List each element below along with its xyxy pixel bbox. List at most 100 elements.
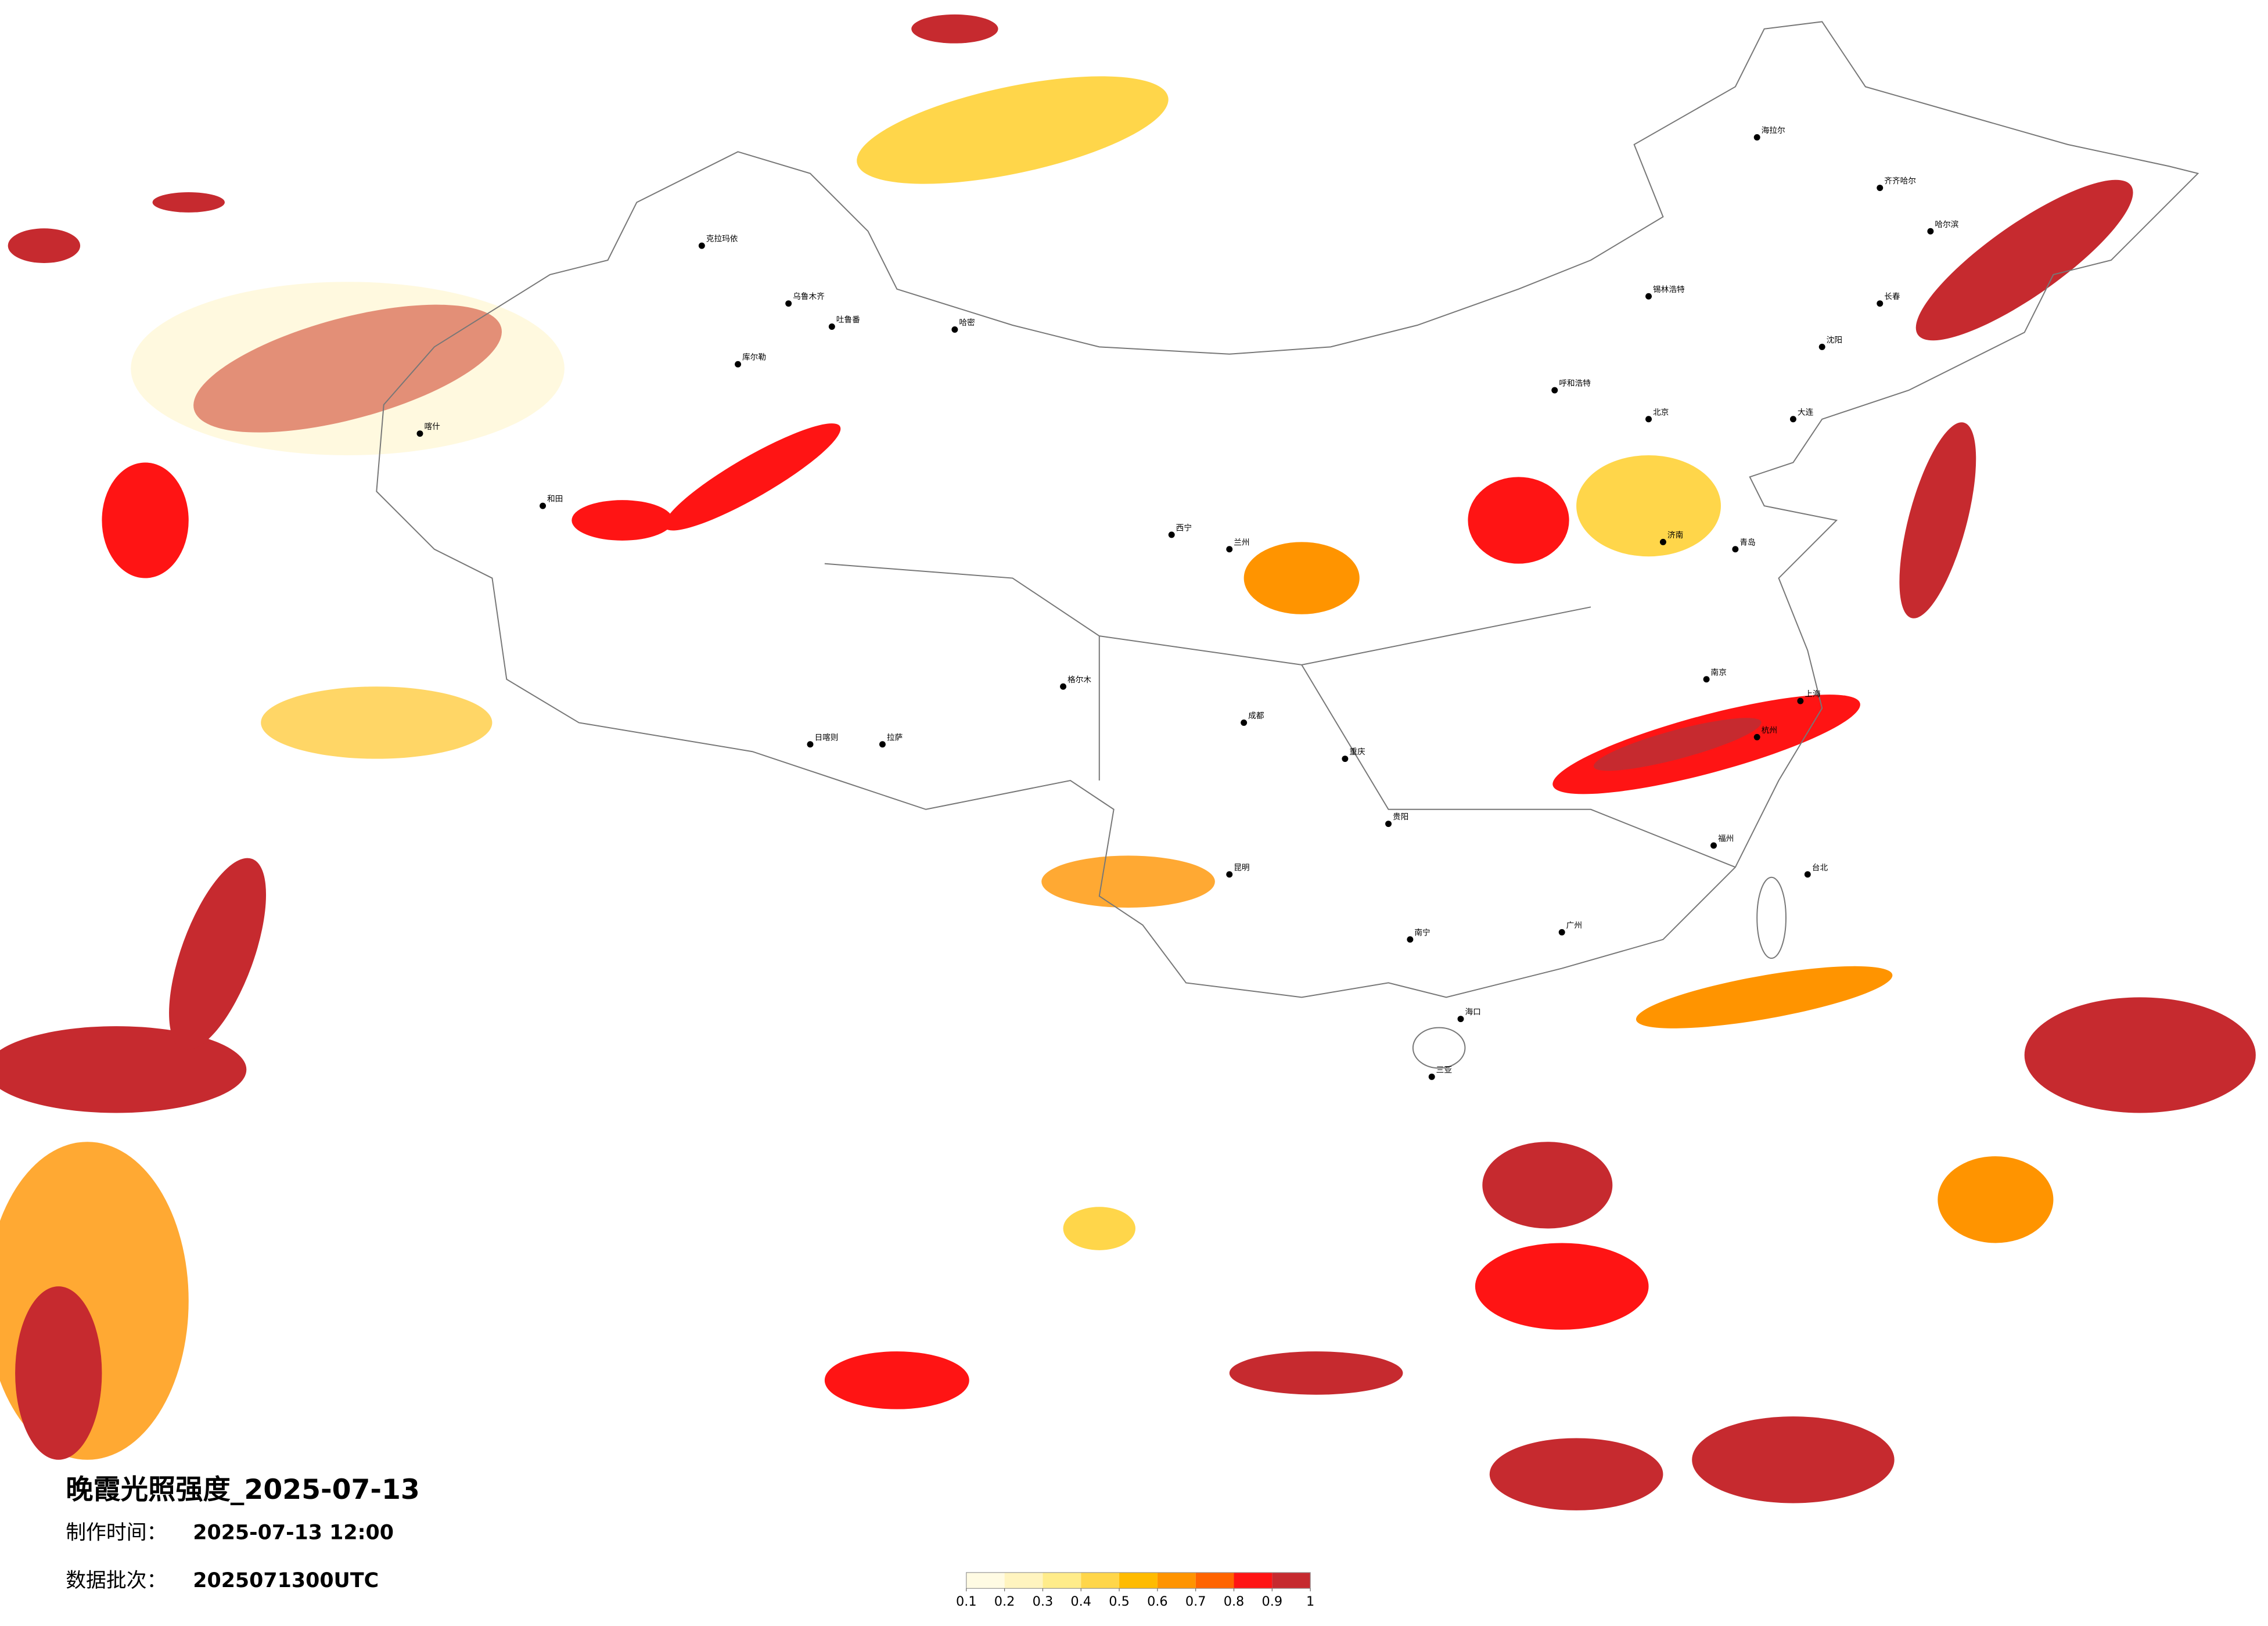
city-dot: [1558, 929, 1565, 936]
city-label: 克拉玛依: [706, 235, 738, 244]
city-label: 海口: [1465, 1008, 1480, 1017]
heat-area: [1636, 966, 1893, 1028]
city-dot: [1732, 546, 1739, 553]
city-label: 南京: [1711, 668, 1727, 677]
colorbar-tick-label: 0.2: [994, 1594, 1015, 1609]
colorbar-segment: [1043, 1572, 1081, 1589]
colorbar-segment: [1004, 1572, 1043, 1589]
heat-area: [261, 686, 493, 759]
city-label: 长春: [1884, 292, 1900, 301]
city-label: 海拉尔: [1762, 126, 1785, 135]
city-dot: [785, 300, 792, 307]
city-label: 齐齐哈尔: [1884, 177, 1916, 186]
colorbar-tick-label: 0.4: [1070, 1594, 1091, 1609]
city-dot: [1927, 228, 1934, 235]
city-dot: [1877, 185, 1884, 192]
heat-area: [1576, 455, 1721, 557]
city-label: 拉萨: [887, 733, 903, 742]
colorbar-segment: [966, 1572, 1005, 1589]
heat-area: [1915, 179, 2133, 341]
city-label: 库尔勒: [742, 353, 766, 362]
city-dot: [879, 741, 886, 748]
heat-area: [102, 462, 189, 578]
heat-area: [1938, 1156, 2054, 1243]
production-time: 2025-07-13 12:00: [193, 1521, 394, 1545]
boundaries: [376, 21, 2199, 1069]
colorbar-tick-label: 0.1: [956, 1594, 977, 1609]
heat-area: [1041, 855, 1215, 908]
city-label: 格尔木: [1067, 675, 1091, 685]
city-dot: [828, 323, 835, 330]
city-label: 济南: [1667, 531, 1683, 540]
city-label: 大连: [1798, 408, 1814, 417]
colorbar-tick-label: 0.6: [1147, 1594, 1168, 1609]
colorbar-segment: [1119, 1572, 1158, 1589]
city-label: 锡林浩特: [1653, 285, 1685, 294]
city-label: 和田: [547, 495, 563, 504]
city-label: 昆明: [1234, 863, 1249, 872]
city-dot: [1428, 1073, 1435, 1080]
city-dot: [1645, 416, 1652, 423]
heat-area: [131, 282, 565, 455]
heat-field: [0, 14, 2256, 1510]
batch: 2025071300UTC: [193, 1569, 379, 1592]
city-dot: [1753, 733, 1760, 740]
heat-area: [1899, 422, 1976, 618]
heat-area: [572, 500, 673, 541]
heat-area: [1482, 1142, 1613, 1229]
colorbar-segment: [1195, 1572, 1234, 1589]
city-label: 青岛: [1739, 538, 1755, 547]
heat-area: [2024, 997, 2256, 1113]
city-dot: [1551, 387, 1558, 394]
city-label: 乌鲁木齐: [793, 292, 825, 301]
colorbar-segment: [1272, 1572, 1311, 1589]
heat-area: [1489, 1438, 1663, 1510]
city-dot: [1645, 293, 1652, 300]
city-label: 吐鲁番: [836, 315, 860, 325]
colorbar-tick-label: 0.7: [1185, 1594, 1206, 1609]
colorbar-segment: [1157, 1572, 1196, 1589]
city-label: 台北: [1812, 863, 1828, 872]
city-dot: [1710, 842, 1717, 849]
city-dot: [1804, 871, 1811, 878]
city-dot: [1060, 683, 1067, 690]
city-dot: [1241, 719, 1248, 726]
city-label: 西宁: [1176, 523, 1192, 533]
city-label: 日喀则: [814, 733, 838, 742]
city-dot: [1753, 134, 1760, 141]
colorbar-tick-label: 1: [1306, 1594, 1314, 1609]
colorbar-tick-label: 0.5: [1109, 1594, 1130, 1609]
city-dot: [735, 361, 742, 368]
country-outline: [376, 21, 2199, 998]
city-dot: [1342, 756, 1349, 762]
title: 晚霞光照强度_2025-07-13: [66, 1474, 420, 1506]
city-dot: [1659, 538, 1666, 545]
heat-area: [1468, 477, 1569, 564]
city-label: 哈尔滨: [1935, 220, 1958, 229]
city-label: 三亚: [1436, 1066, 1453, 1075]
city-label: 杭州: [1762, 726, 1777, 735]
city-dot: [951, 326, 958, 333]
batch-label: 数据批次：: [66, 1569, 167, 1592]
city-label: 重庆: [1349, 747, 1365, 757]
city-dot: [1407, 936, 1414, 943]
province-lines: [824, 563, 1736, 868]
heat-area: [1692, 1416, 1895, 1503]
city-dot: [1385, 821, 1392, 828]
city-label: 上海: [1805, 690, 1821, 699]
city-label: 沈阳: [1827, 336, 1842, 345]
heat-area: [824, 1351, 969, 1409]
city-label: 兰州: [1234, 538, 1249, 547]
city-label: 南宁: [1414, 927, 1430, 937]
heat-area: [8, 228, 81, 263]
city-label: 成都: [1248, 711, 1264, 721]
heat-area: [911, 14, 998, 44]
heat-area: [1475, 1243, 1649, 1330]
island-outline: [1756, 876, 1787, 959]
city-label: 福州: [1718, 834, 1734, 844]
colorbar-frame: [966, 1572, 1311, 1589]
heat-area: [152, 192, 225, 213]
heat-area: [1229, 1351, 1403, 1395]
